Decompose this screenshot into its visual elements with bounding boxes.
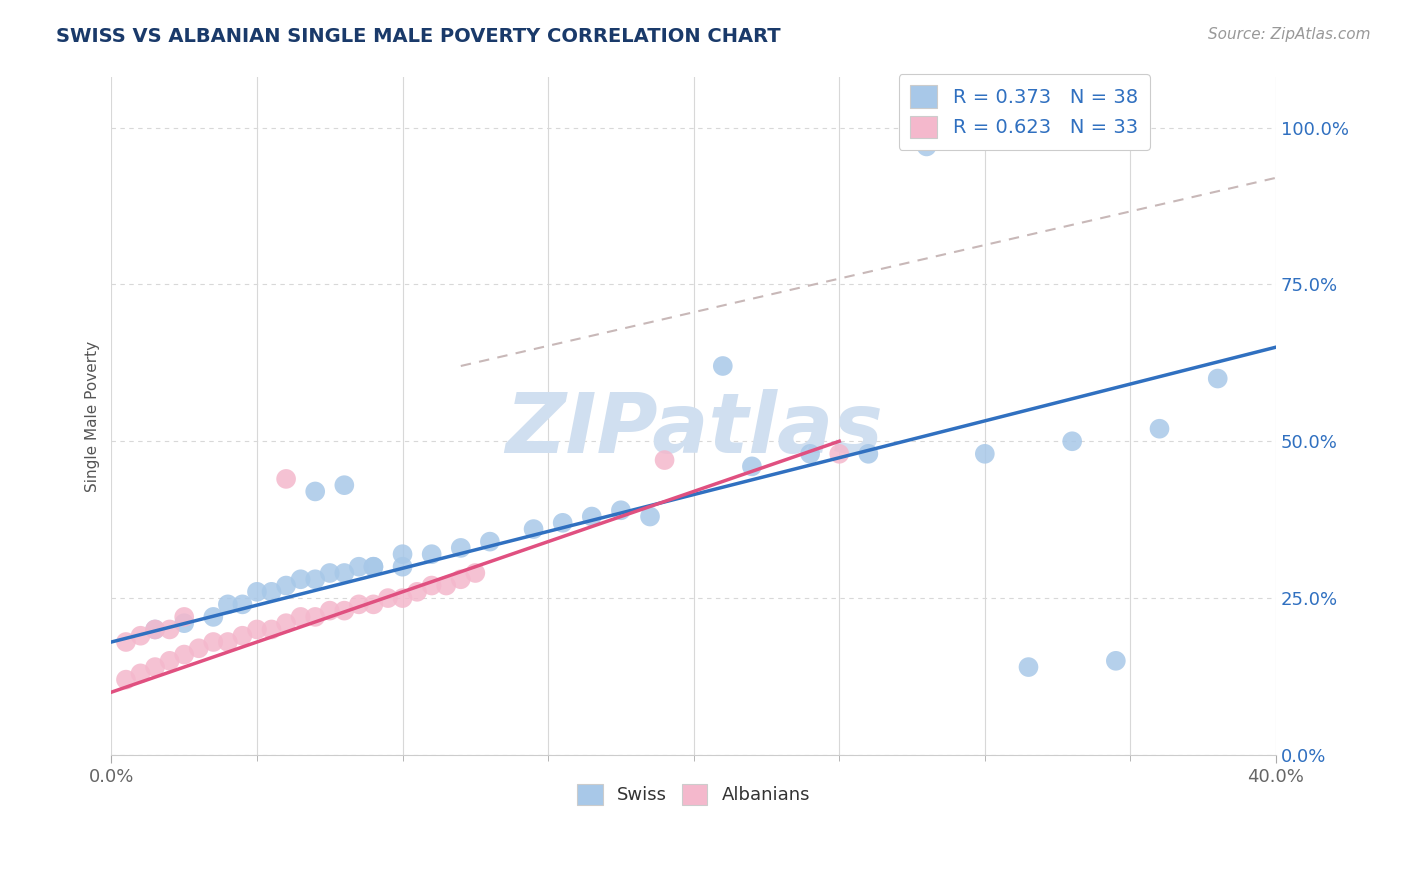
Point [581,509,603,524]
Point [202,635,225,649]
Point [610,503,633,517]
Point [115,635,138,649]
Point [391,591,413,605]
Point [973,447,995,461]
Y-axis label: Single Male Poverty: Single Male Poverty [86,341,100,491]
Point [464,566,486,580]
Point [319,566,342,580]
Point [333,604,356,618]
Point [347,598,370,612]
Point [274,616,297,631]
Point [420,547,443,561]
Point [115,673,138,687]
Point [274,578,297,592]
Point [522,522,544,536]
Point [202,610,225,624]
Point [290,610,312,624]
Point [391,559,413,574]
Point [450,541,472,555]
Point [799,447,821,461]
Point [1062,434,1084,449]
Point [304,484,326,499]
Point [1105,654,1128,668]
Point [143,623,166,637]
Point [304,610,326,624]
Point [304,572,326,586]
Point [187,641,209,656]
Point [260,584,283,599]
Point [654,453,676,467]
Point [217,598,239,612]
Text: Source: ZipAtlas.com: Source: ZipAtlas.com [1208,27,1371,42]
Point [129,666,152,681]
Point [478,534,501,549]
Point [915,139,938,153]
Point [231,629,253,643]
Point [290,572,312,586]
Text: ZIPatlas: ZIPatlas [505,389,883,470]
Point [363,598,385,612]
Point [333,478,356,492]
Point [333,566,356,580]
Point [159,623,181,637]
Point [173,610,195,624]
Point [347,559,370,574]
Point [638,509,661,524]
Point [711,359,734,373]
Point [231,598,253,612]
Point [319,604,342,618]
Point [420,578,443,592]
Legend: Swiss, Albanians: Swiss, Albanians [568,775,818,814]
Point [858,447,880,461]
Point [391,547,413,561]
Point [551,516,574,530]
Point [1149,422,1171,436]
Point [246,623,269,637]
Point [1018,660,1040,674]
Point [143,623,166,637]
Point [406,584,429,599]
Point [434,578,457,592]
Point [363,559,385,574]
Point [143,660,166,674]
Point [363,559,385,574]
Point [274,472,297,486]
Point [450,572,472,586]
Point [741,459,763,474]
Point [159,654,181,668]
Point [173,616,195,631]
Text: SWISS VS ALBANIAN SINGLE MALE POVERTY CORRELATION CHART: SWISS VS ALBANIAN SINGLE MALE POVERTY CO… [56,27,780,45]
Point [129,629,152,643]
Point [377,591,399,605]
Point [246,584,269,599]
Point [217,635,239,649]
Point [173,648,195,662]
Point [260,623,283,637]
Point [828,447,851,461]
Point [1206,371,1229,385]
